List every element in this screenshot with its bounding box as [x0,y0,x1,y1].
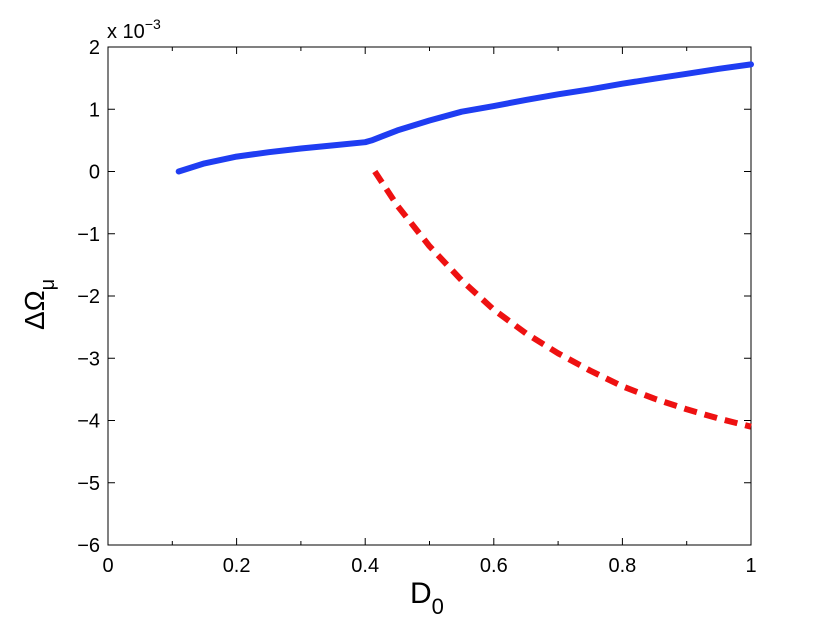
dashed-series-line [372,169,752,430]
y-tick-label: −1 [77,224,100,246]
x-tick-label: 0.4 [351,555,379,577]
x-tick-labels: 0 0.2 0.4 0.6 0.8 1 [102,555,756,577]
y-tick-labels: 2 1 0 −1 −2 −3 −4 −5 −6 [77,37,100,557]
x-tick-label: 0.2 [223,555,251,577]
y-tick-label: −2 [77,286,100,308]
y-tick-label: −5 [77,473,100,495]
y-tick-label: 2 [89,37,100,59]
y-tick-label: 0 [89,162,100,184]
x-axis-title: D0 [410,577,444,619]
x-tick-label: 0 [102,555,113,577]
x-tick-label: 1 [745,555,756,577]
tick-marks [107,46,752,546]
series-group [175,61,754,430]
y-tick-label: −6 [77,535,100,557]
y-tick-label: −3 [77,348,100,370]
y-axis-title: ΔΩμ [19,279,59,330]
x-tick-label: 0.6 [480,555,508,577]
solid-series-line [175,61,754,175]
y-tick-label: −4 [77,411,100,433]
y-multiplier: x 10−3 [107,16,161,43]
y-tick-label: 1 [89,99,100,121]
x-tick-label: 0.8 [608,555,636,577]
